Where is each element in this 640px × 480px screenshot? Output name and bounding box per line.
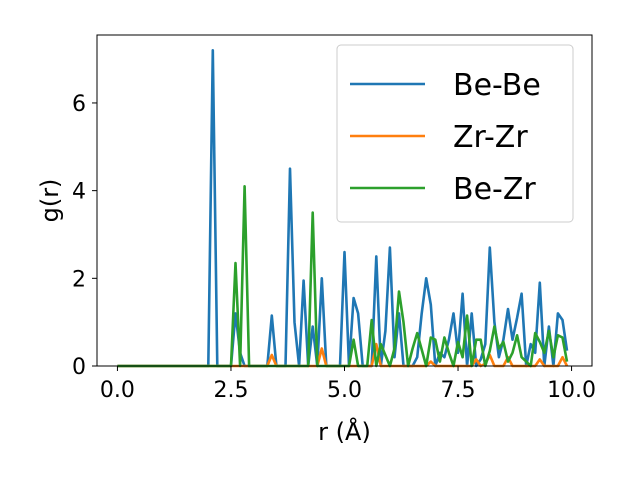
y-tick-label: 0 <box>72 355 86 380</box>
x-tick-label: 2.5 <box>213 378 248 403</box>
y-tick-label: 6 <box>72 92 86 117</box>
legend-box <box>336 44 574 223</box>
legend-label-be-be: Be-Be <box>453 68 541 103</box>
x-axis-label: r (Å) <box>318 417 371 446</box>
y-tick-label: 2 <box>72 267 86 292</box>
y-tick-label: 4 <box>72 180 86 205</box>
x-tick-label: 10.0 <box>547 378 596 403</box>
legend-label-be-zr: Be-Zr <box>453 172 536 207</box>
x-tick-label: 5.0 <box>327 378 362 403</box>
x-tick-label: 0.0 <box>100 378 135 403</box>
legend: Be-Be Zr-Zr Be-Zr <box>336 44 574 223</box>
legend-label-zr-zr: Zr-Zr <box>453 120 528 155</box>
x-tick-label: 7.5 <box>441 378 476 403</box>
x-axis: 0.0 2.5 5.0 7.5 10.0 <box>100 366 596 403</box>
series-line-zr-zr <box>117 342 569 368</box>
y-axis: 0 2 4 6 <box>72 92 97 380</box>
y-axis-label: g(r) <box>36 179 64 223</box>
